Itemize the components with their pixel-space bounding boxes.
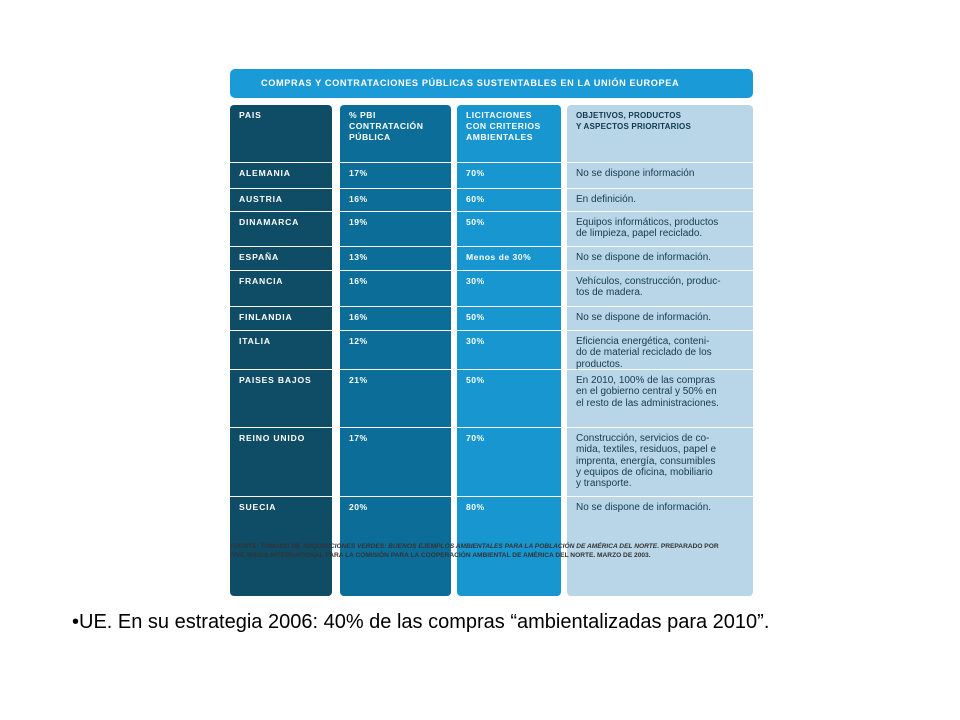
cell-licitaciones: 50%	[457, 369, 561, 427]
objetivos-line: No se dispone de información.	[576, 252, 712, 263]
objetivos-line: Vehículos, construcción, produc-	[576, 276, 721, 287]
cell-licitaciones: 60%	[457, 188, 561, 211]
cell-pais: PAISES BAJOS	[230, 369, 332, 427]
cell-pbi: 16%	[340, 306, 451, 330]
source-line-2: FIVE WINDS INTERNATIONAL PARA LA COMISIÓ…	[230, 552, 651, 559]
source-suffix: . PREPARADO POR	[657, 543, 719, 550]
source-note: FUENTE: TOMADO DE ADQUISICIONES VERDES: …	[230, 542, 770, 560]
objetivos-line: productos.	[576, 358, 623, 370]
cell-pbi: 17%	[340, 162, 451, 188]
cell-licitaciones: 30%	[457, 270, 561, 306]
cell-pbi: 19%	[340, 211, 451, 246]
header-pbi: % PBI CONTRATACIÓN PÚBLICA	[340, 105, 451, 162]
header-objetivos-line: Y ASPECTOS PRIORITARIOS	[576, 122, 691, 131]
cell-objetivos: Vehículos, construcción, produc-tos de m…	[567, 270, 753, 306]
table-title: COMPRAS Y CONTRATACIONES PÚBLICAS SUSTEN…	[230, 69, 753, 98]
cell-objetivos: No se dispone de información.	[567, 246, 753, 270]
objetivos-line: Eficiencia energética, conteni-	[576, 336, 710, 347]
source-prefix: FUENTE: TOMADO DE	[230, 543, 303, 550]
cell-objetivos: No se dispone de información.	[567, 496, 753, 596]
cell-objetivos: Eficiencia energética, conteni-do de mat…	[567, 330, 753, 370]
cell-pais: FRANCIA	[230, 270, 332, 306]
header-licitaciones: LICITACIONES CON CRITERIOS AMBIENTALES	[457, 105, 561, 162]
objetivos-line: el resto de las administraciones.	[576, 397, 719, 409]
objetivos-line: y transporte.	[576, 478, 632, 490]
cell-pbi: 16%	[340, 188, 451, 211]
cell-pbi: 17%	[340, 427, 451, 496]
objetivos-line: y equipos de oficina, mobiliario	[576, 466, 713, 478]
cell-pais: ALEMANIA	[230, 162, 332, 188]
column-objetivos: OBJETIVOS, PRODUCTOS Y ASPECTOS PRIORITAR…	[567, 105, 753, 596]
column-pbi: % PBI CONTRATACIÓN PÚBLICA 17% 16% 19% 13% 16% 1…	[340, 105, 451, 596]
cell-pbi: 16%	[340, 270, 451, 306]
cell-pais: ITALIA	[230, 330, 332, 369]
header-pbi-line: % PBI	[349, 110, 376, 120]
objetivos-line: Equipos informáticos, productos	[576, 217, 719, 228]
source-line-1: FUENTE: TOMADO DE ADQUISICIONES VERDES: …	[230, 542, 770, 551]
cell-licitaciones: 50%	[457, 211, 561, 246]
objetivos-line: No se dispone de información.	[576, 312, 712, 323]
cell-licitaciones: Menos de 30%	[457, 246, 561, 270]
cell-objetivos: No se dispone información	[567, 162, 753, 188]
objetivos-line: No se dispone información	[576, 168, 695, 179]
column-pais: PAIS ALEMANIA AUSTRIA DINAMARCA ESPAÑA FRANCI…	[230, 105, 332, 596]
objetivos-line: de limpieza, papel reciclado.	[576, 228, 703, 240]
objetivos-line: do de material reciclado de los	[576, 347, 712, 359]
cell-pais: REINO UNIDO	[230, 427, 332, 496]
objetivos-line: en el gobierno central y 50% en	[576, 386, 717, 398]
cell-licitaciones: 70%	[457, 427, 561, 496]
header-objetivos: OBJETIVOS, PRODUCTOS Y ASPECTOS PRIORITAR…	[567, 105, 753, 162]
objetivos-line: tos de madera.	[576, 287, 643, 299]
cell-pbi: 12%	[340, 330, 451, 369]
cell-objetivos: Equipos informáticos, productos de limpie…	[567, 211, 753, 246]
cell-objetivos: En definición.	[567, 188, 753, 211]
cell-pais: AUSTRIA	[230, 188, 332, 211]
objetivos-line: No se dispone de información.	[576, 502, 712, 513]
cell-pais: SUECIA	[230, 496, 332, 596]
header-objetivos-line: OBJETIVOS, PRODUCTOS	[576, 111, 682, 120]
cell-objetivos: Construcción, servicios de co-mida, text…	[567, 427, 753, 496]
cell-pais: DINAMARCA	[230, 211, 332, 246]
cell-pais: ESPAÑA	[230, 246, 332, 270]
cell-licitaciones: 80%	[457, 496, 561, 596]
cell-licitaciones: 30%	[457, 330, 561, 369]
objetivos-line: imprenta, energía, consumibles	[576, 455, 716, 467]
header-pbi-line: PÚBLICA	[349, 132, 391, 142]
cell-pais: FINLANDIA	[230, 306, 332, 330]
objetivos-line: mida, textiles, residuos, papel e	[576, 444, 717, 456]
cell-objetivos: En 2010, 100% de las compras en el gobier…	[567, 369, 753, 427]
header-pbi-line: CONTRATACIÓN	[349, 121, 424, 131]
cell-pbi: 13%	[340, 246, 451, 270]
caption-text: •UE. En su estrategia 2006: 40% de las c…	[72, 611, 770, 633]
source-title: ADQUISICIONES VERDES: BUENOS EJEMPLOS AM…	[302, 543, 658, 550]
cell-licitaciones: 50%	[457, 306, 561, 330]
header-pais-line: PAIS	[239, 110, 262, 120]
objetivos-line: En definición.	[576, 194, 637, 205]
cell-pbi: 21%	[340, 369, 451, 427]
cell-pbi: 20%	[340, 496, 451, 596]
objetivos-line: Construcción, servicios de co-	[576, 433, 710, 444]
objetivos-line: En 2010, 100% de las compras	[576, 375, 715, 386]
cell-objetivos: No se dispone de información.	[567, 306, 753, 330]
header-licitaciones-line: LICITACIONES	[466, 110, 532, 120]
header-pais: PAIS	[230, 105, 332, 162]
header-licitaciones-line: CON CRITERIOS	[466, 121, 541, 131]
column-licitaciones: LICITACIONES CON CRITERIOS AMBIENTALES 70% 6…	[457, 105, 561, 596]
cell-licitaciones: 70%	[457, 162, 561, 188]
header-licitaciones-line: AMBIENTALES	[466, 132, 533, 142]
